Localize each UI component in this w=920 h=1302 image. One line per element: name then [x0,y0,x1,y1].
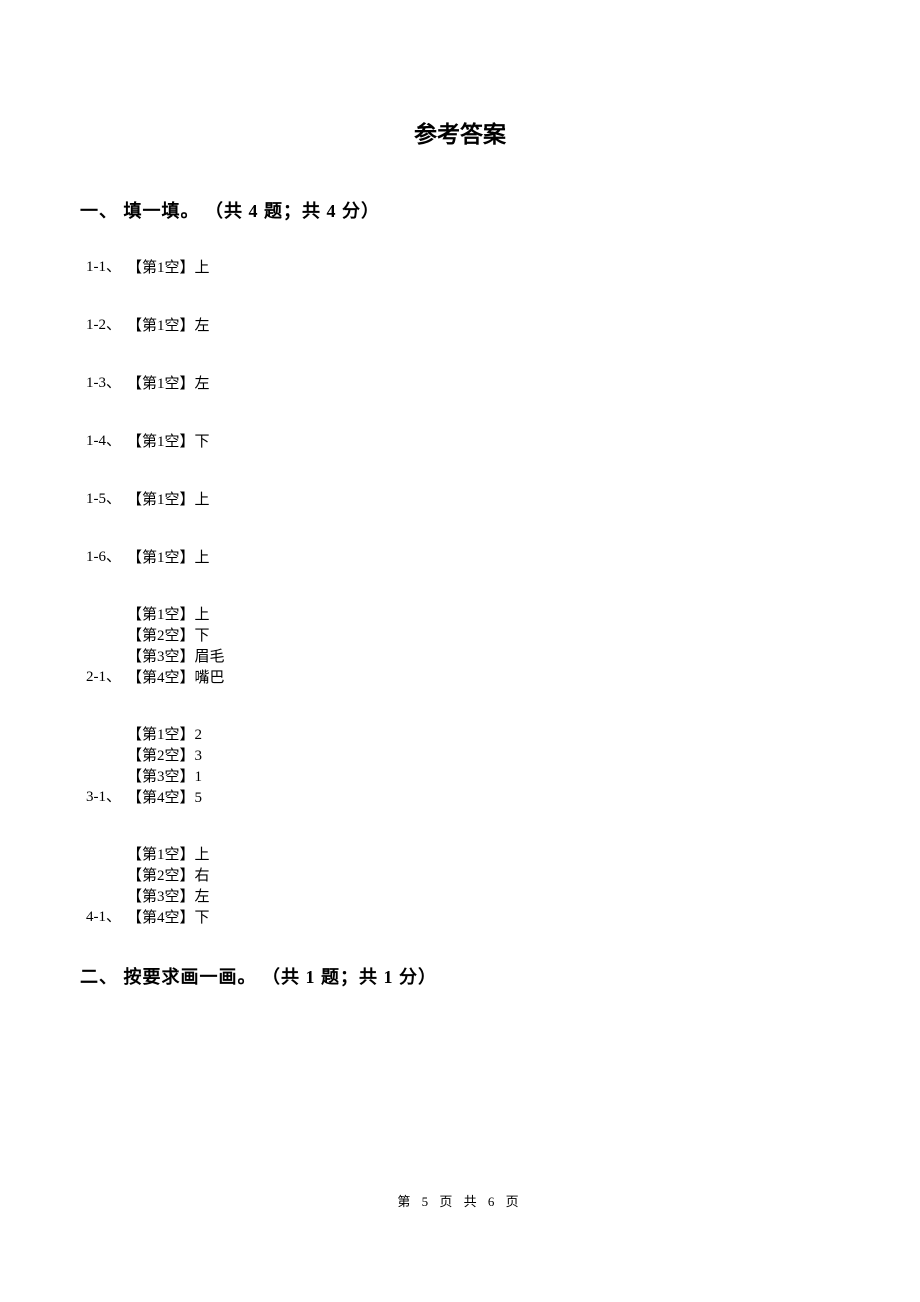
answer-line: 【第2空】3 [127,744,202,765]
section-2-header: 二、 按要求画一画。 （共 1 题；共 1 分） [80,963,840,989]
answer-label: 1-4、 [86,429,121,451]
answer-block-row: 2-1、 【第1空】上 【第2空】下 【第3空】眉毛 【第4空】嘴巴 [80,603,840,687]
answer-label: 1-5、 [86,487,121,509]
answer-row: 1-5、 【第1空】上 [80,487,840,509]
answer-text: 【第1空】下 [127,430,210,451]
answer-block-content: 【第1空】上 【第2空】下 【第3空】眉毛 【第4空】嘴巴 [127,603,225,687]
answer-line: 【第1空】2 [127,723,202,744]
answer-line: 【第2空】右 [127,864,210,885]
page-title: 参考答案 [80,115,840,149]
answer-line: 【第4空】嘴巴 [127,666,225,687]
answer-label: 1-2、 [86,313,121,335]
document-content: 参考答案 一、 填一填。 （共 4 题；共 4 分） 1-1、 【第1空】上 1… [0,0,920,989]
answer-label: 3-1、 [86,785,121,807]
answer-label: 2-1、 [86,665,121,687]
answer-block-row: 3-1、 【第1空】2 【第2空】3 【第3空】1 【第4空】5 [80,723,840,807]
answer-line: 【第3空】左 [127,885,210,906]
answer-text: 【第1空】上 [127,256,210,277]
answer-line: 【第3空】眉毛 [127,645,225,666]
page-footer: 第 5 页 共 6 页 [0,1191,920,1210]
answer-line: 【第2空】下 [127,624,225,645]
answer-label: 1-1、 [86,255,121,277]
answer-label: 4-1、 [86,905,121,927]
answer-block-row: 4-1、 【第1空】上 【第2空】右 【第3空】左 【第4空】下 [80,843,840,927]
answer-line: 【第1空】上 [127,843,210,864]
answer-text: 【第1空】左 [127,372,210,393]
answer-row: 1-2、 【第1空】左 [80,313,840,335]
answer-line: 【第1空】上 [127,603,225,624]
answer-text: 【第1空】左 [127,314,210,335]
answer-block-content: 【第1空】2 【第2空】3 【第3空】1 【第4空】5 [127,723,202,807]
answer-text: 【第1空】上 [127,546,210,567]
answer-label: 1-3、 [86,371,121,393]
answer-row: 1-4、 【第1空】下 [80,429,840,451]
answer-label: 1-6、 [86,545,121,567]
section-1-header: 一、 填一填。 （共 4 题；共 4 分） [80,197,840,223]
answer-block-content: 【第1空】上 【第2空】右 【第3空】左 【第4空】下 [127,843,210,927]
answer-row: 1-6、 【第1空】上 [80,545,840,567]
answer-text: 【第1空】上 [127,488,210,509]
answer-line: 【第4空】5 [127,786,202,807]
answer-row: 1-3、 【第1空】左 [80,371,840,393]
answer-line: 【第3空】1 [127,765,202,786]
answer-row: 1-1、 【第1空】上 [80,255,840,277]
answer-line: 【第4空】下 [127,906,210,927]
